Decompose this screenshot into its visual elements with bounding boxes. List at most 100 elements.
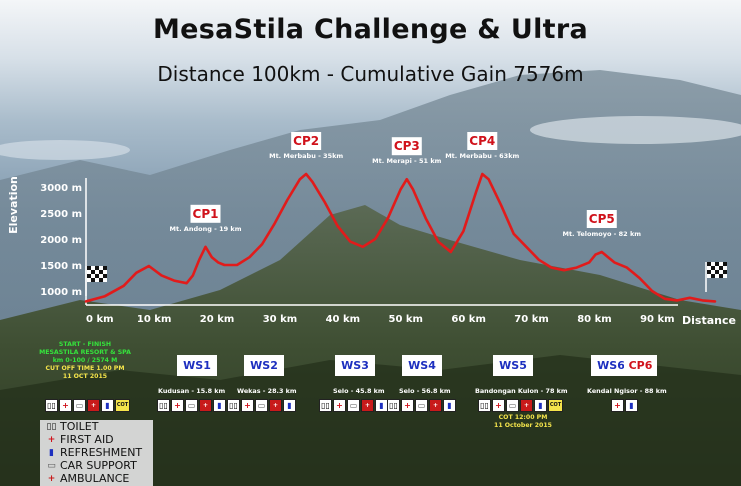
ws4-label: Selo - 56.8 km	[399, 387, 451, 395]
car-support-icon: ▭	[185, 399, 198, 412]
ws3-label: Selo - 45.8 km	[333, 387, 385, 395]
y-tick-label: 3000 m	[40, 183, 82, 194]
toilet-icon: ▯▯	[478, 399, 491, 412]
start-flag-square	[91, 274, 95, 278]
ws6-services: + ▮	[611, 399, 638, 412]
start-finish-heading: START - FINISH	[58, 341, 112, 348]
finish-flag-square	[719, 274, 723, 278]
checkpoint-name: CP3	[394, 139, 420, 153]
ws4-services: ▯▯ + ▭ + ▮	[387, 399, 456, 412]
checkpoint-badge	[391, 137, 422, 156]
first-aid-icon: +	[241, 399, 254, 412]
finish-flag-square	[711, 274, 715, 278]
checkpoint-badge	[291, 132, 322, 150]
ws3-badge: WS3	[335, 355, 375, 376]
ws4-badge: WS4	[402, 355, 442, 376]
legend-label: TOILET	[60, 420, 99, 433]
finish-flag-square	[723, 274, 727, 278]
legend-label: REFRESHMENT	[60, 446, 143, 459]
start-flag-square	[99, 266, 103, 270]
ws5-cutoff: COT 12:00 PM 11 October 2015	[478, 414, 568, 430]
ws1-services: ▯▯ + ▭ + ▮	[157, 399, 226, 412]
toilet-icon: ▯▯	[319, 399, 332, 412]
car-support-icon: ▭	[73, 399, 86, 412]
finish-flag-square	[715, 262, 719, 266]
ws6-badge: WS6	[591, 355, 631, 376]
finish-flag-square	[715, 266, 719, 270]
x-tick-label: 80 km	[577, 314, 611, 325]
finish-flag-square	[715, 270, 719, 274]
x-tick-label: 50 km	[389, 314, 423, 325]
x-tick-label: 40 km	[326, 314, 360, 325]
ambulance-icon: +	[361, 399, 374, 412]
finish-flag-square	[723, 262, 727, 266]
first-aid-icon: +	[333, 399, 346, 412]
checkpoint-label: Mt. Andong - 19 km	[170, 225, 242, 233]
first-aid-icon: +	[59, 399, 72, 412]
toilet-icon: ▯▯	[227, 399, 240, 412]
ws2-label: Wekas - 28.3 km	[237, 387, 297, 395]
finish-flag-square	[719, 262, 723, 266]
checkpoint-label: Mt. Telomoyo - 82 km	[562, 230, 641, 238]
checkpoint-label: Mt. Merapi - 51 km	[372, 157, 442, 165]
x-tick-label: 60 km	[451, 314, 485, 325]
refreshment-icon: ▮	[625, 399, 638, 412]
checkpoint-badge	[586, 210, 617, 228]
ws5-services: ▯▯ + ▭ + ▮ COT	[478, 399, 563, 412]
checkpoint-label: Mt. Merbabu - 35km	[269, 152, 343, 160]
start-flag-square	[87, 266, 91, 270]
start-flag-square	[91, 278, 95, 282]
ws1-label: Kudusan - 15.8 km	[158, 387, 226, 395]
y-tick-label: 2500 m	[40, 209, 82, 220]
refreshment-icon: ▮	[283, 399, 296, 412]
finish-flag-square	[719, 270, 723, 274]
x-axis-label: Distance	[682, 314, 736, 327]
refreshment-icon: ▮	[213, 399, 226, 412]
refreshment-icon: ▮	[101, 399, 114, 412]
legend-item-refreshment: ▮ REFRESHMENT	[40, 446, 153, 459]
checkpoint-name: CP2	[293, 134, 319, 148]
cot-icon: COT	[548, 399, 563, 412]
ambulance-icon: +	[47, 473, 56, 484]
y-tick-label: 1000 m	[40, 287, 82, 298]
cp6-badge: CP6	[624, 355, 657, 376]
start-flag-square	[91, 270, 95, 274]
start-flag-square	[99, 274, 103, 278]
ambulance-icon: +	[199, 399, 212, 412]
ambulance-icon: +	[520, 399, 533, 412]
cot-icon: COT	[115, 399, 130, 412]
finish-flag-square	[723, 270, 727, 274]
ws5-badge: WS5	[493, 355, 533, 376]
car-support-icon: ▭	[47, 460, 56, 471]
start-flag-square	[95, 274, 99, 278]
checkpoint-badge	[467, 132, 498, 150]
start-services: ▯▯ + ▭ + ▮ COT	[45, 399, 130, 412]
ws2-services: ▯▯ + ▭ + ▮	[227, 399, 296, 412]
start-flag-square	[91, 266, 95, 270]
y-tick-label: 1500 m	[40, 261, 82, 272]
x-tick-label: 0 km	[86, 314, 114, 325]
checkpoint-name: CP5	[589, 212, 615, 226]
legend-item-toilet: ▯▯ TOILET	[40, 420, 153, 433]
elevation-line	[84, 172, 717, 303]
x-tick-label: 30 km	[263, 314, 297, 325]
y-axis-label: Elevation	[7, 176, 20, 234]
toilet-icon: ▯▯	[157, 399, 170, 412]
x-tick-label: 10 km	[137, 314, 171, 325]
legend-label: CAR SUPPORT	[60, 459, 137, 472]
start-cutoff-date: 11 OCT 2015	[62, 373, 108, 380]
ambulance-icon: +	[429, 399, 442, 412]
start-finish-info: START - FINISH MESASTILA RESORT & SPA km…	[30, 341, 140, 381]
start-finish-venue: MESASTILA RESORT & SPA	[39, 349, 131, 356]
checkpoint-name: CP4	[469, 134, 495, 148]
y-tick-label: 2000 m	[40, 235, 82, 246]
x-tick-label: 90 km	[640, 314, 674, 325]
finish-flag-square	[723, 266, 727, 270]
refreshment-icon: ▮	[534, 399, 547, 412]
start-flag-square	[87, 274, 91, 278]
start-cutoff-time: CUT OFF TIME 1.00 PM	[45, 365, 125, 372]
car-support-icon: ▭	[415, 399, 428, 412]
checkpoint-badge	[190, 204, 221, 223]
